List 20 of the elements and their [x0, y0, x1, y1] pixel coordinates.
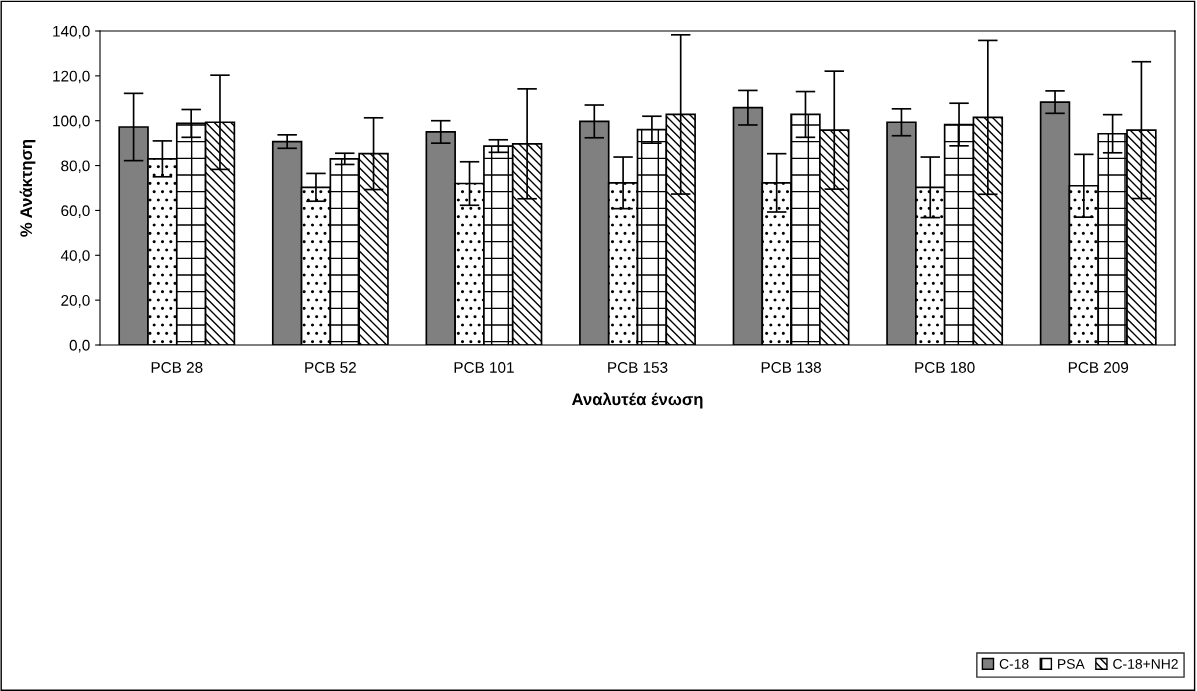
- x-axis-title: Αναλυτέα ένωση: [571, 392, 703, 409]
- legend-label: C-18+NH2: [1113, 659, 1178, 669]
- x-tick-label: PCB 52: [305, 362, 356, 373]
- y-axis-title: % Ανάκτηση: [19, 139, 36, 237]
- x-tick-label: PCB 153: [608, 362, 668, 373]
- x-tick-label: PCB 180: [915, 362, 975, 373]
- legend-label: PSA: [1058, 659, 1085, 669]
- legend-label: C-18: [999, 659, 1029, 669]
- y-tick-label: 100,0: [53, 115, 90, 129]
- y-tick-label: 20,0: [61, 295, 90, 308]
- x-tick-label: PCB 28: [151, 362, 203, 373]
- y-tick-label: 120,0: [53, 70, 90, 84]
- y-tick-label: 40,0: [60, 250, 90, 263]
- y-tick-label: 140,0: [53, 25, 90, 39]
- x-tick-label: PCB 138: [761, 362, 821, 373]
- y-tick-label: 60,0: [61, 205, 90, 218]
- x-tick-label: PCB 209: [1068, 362, 1129, 373]
- x-tick-label: PCB 101: [454, 362, 514, 373]
- y-tick-label: 0,0: [69, 339, 90, 353]
- y-tick-label: 80,0: [61, 160, 90, 174]
